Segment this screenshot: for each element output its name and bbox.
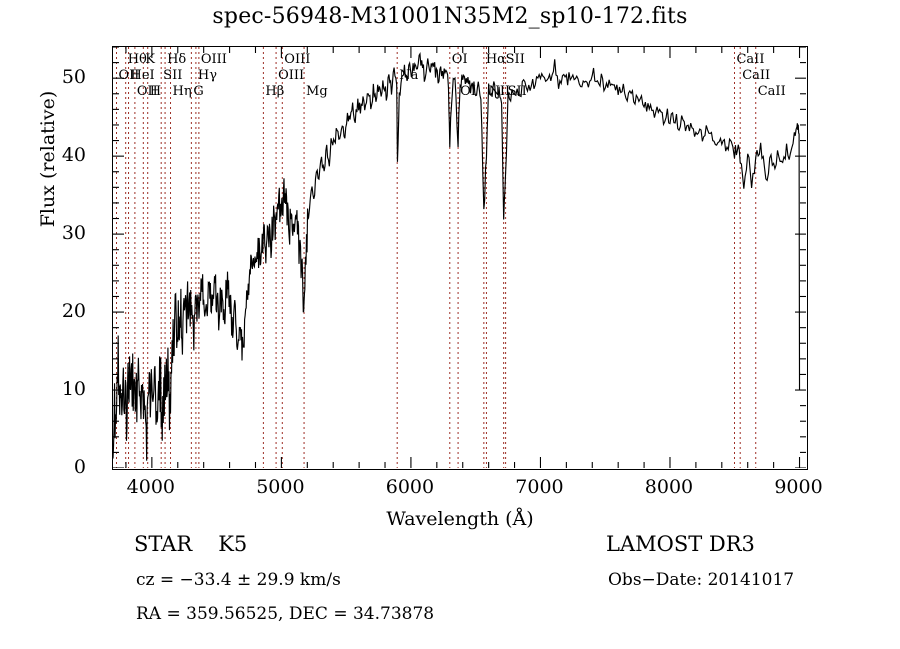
survey-label: LAMOST DR3 [606,532,755,556]
spectral-line-label-Mg-15: Mg [306,84,328,99]
spectrum-trace [113,51,801,461]
spectral-class: K5 [218,532,248,556]
object-type-label: STAR K5 [134,534,247,555]
x-axis-label: Wavelength (Å) [386,508,534,530]
plot-frame: OII Hθ HeI OII K H SII Hδ Hη Hγ G OIII Hβ OIII OIII Mg N… [112,46,808,470]
spectrum-canvas [113,47,806,468]
spectral-line-label-OI-18: OI [460,84,476,99]
spectral-line-label-OIII-13: OIII [278,68,305,83]
x-tick-5000: 5000 [256,476,305,498]
y-tick-0: 0 [73,456,86,478]
spectral-line-label-OIII-14: OIII [284,52,311,67]
spectral-line-label-HeI-2: HeI [130,68,155,83]
x-tick-9000: 9000 [774,476,823,498]
spectral-line-label-SII-22: SII [507,84,527,99]
spectral-line-label-OII-0: OII [118,68,140,83]
spectral-line-label-H-9: Hγ [197,68,217,83]
y-tick-10: 10 [61,378,86,401]
y-tick-20: 20 [61,300,86,323]
x-tick-4000: 4000 [126,476,176,498]
spectral-line-label-H-12: Hβ [265,84,285,99]
spectral-line-label-SII-21: SII [505,52,525,67]
spectral-line-label-H-7: Hδ [167,52,187,67]
y-tick-30: 30 [61,222,86,245]
spectral-line-label-NII-20: NII [488,84,511,99]
object-type: STAR [134,532,193,556]
spectral-line-label-K-4: K [145,52,156,67]
spectral-line-label-H-8: Hη [172,84,192,99]
spectral-line-label-OII-3: OII [136,84,158,99]
spectral-line-label-CaII-23: CaII [736,52,765,67]
spectral-line-label-H-19: Hα [485,52,506,67]
spectral-line-label-Na-16: Na [399,68,419,83]
spectral-line-label-H-5: H [149,84,162,99]
redshift-velocity: cz = −33.4 ± 29.9 km/s [136,570,341,590]
spectral-line-label-OIII-11: OIII [200,52,227,67]
x-tick-7000: 7000 [515,476,564,498]
spectral-line-label-G-10: G [193,84,204,99]
y-tick-50: 50 [61,66,86,89]
spectral-line-label-OI-17: OI [451,52,468,67]
spectral-line-label-H-1: Hθ [127,52,147,67]
plot-area: OII Hθ HeI OII K H SII Hδ Hη Hγ G OIII Hβ OIII OIII Mg N… [113,47,807,469]
spectral-line-label-SII-6: SII [163,68,183,83]
axis-tick-marks [113,47,806,468]
spectral-line-label-CaII-24: CaII [742,68,771,83]
coordinates: RA = 359.56525, DEC = 34.73878 [136,604,435,624]
x-tick-8000: 8000 [644,476,694,498]
y-tick-40: 40 [61,144,86,167]
page-title: spec-56948-M31001N35M2_sp10-172.fits [212,4,688,29]
observation-date: Obs−Date: 20141017 [608,570,795,590]
x-tick-6000: 6000 [385,476,435,498]
spectral-line-label-CaII-25: CaII [757,84,786,99]
